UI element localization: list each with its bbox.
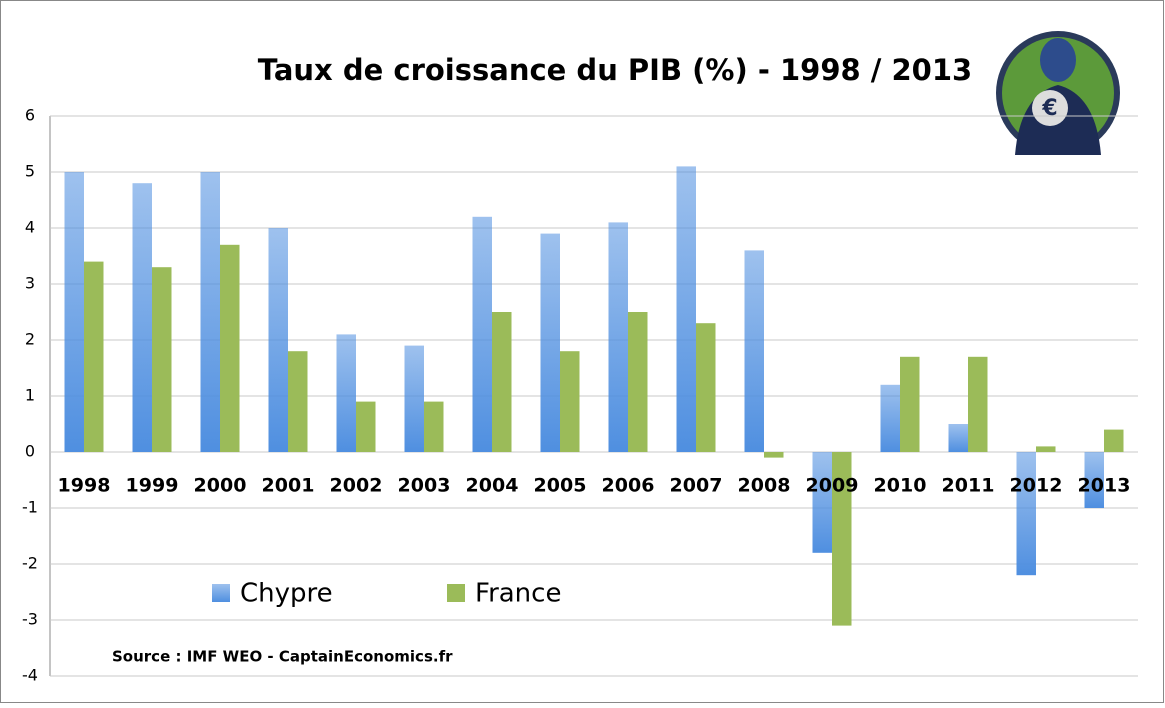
bar <box>220 244 240 452</box>
x-tick-label: 2009 <box>806 475 859 497</box>
bar <box>64 172 84 452</box>
bar <box>676 166 696 452</box>
y-tick-label: -4 <box>22 666 38 685</box>
x-tick-label: 2000 <box>194 475 247 497</box>
bar <box>608 222 628 452</box>
y-tick-label: 4 <box>25 218 35 237</box>
bar <box>812 452 832 553</box>
y-tick-label: 3 <box>25 274 35 293</box>
source-note: Source : IMF WEO - CaptainEconomics.fr <box>112 648 453 666</box>
logo: € <box>996 31 1120 155</box>
x-tick-label: 1998 <box>58 475 111 497</box>
bar <box>880 384 900 452</box>
x-tick-label: 1999 <box>126 475 179 497</box>
y-tick-label: 2 <box>25 330 35 349</box>
legend-label: Chypre <box>240 579 333 609</box>
bar <box>832 452 852 626</box>
bar <box>84 261 104 452</box>
bar <box>1016 452 1036 576</box>
x-tick-label: 2004 <box>466 475 519 497</box>
x-tick-label: 2010 <box>874 475 927 497</box>
x-tick-label: 2011 <box>942 475 995 497</box>
legend-swatch <box>447 584 465 602</box>
bar <box>744 250 764 452</box>
bar <box>948 424 968 452</box>
x-tick-label: 2001 <box>262 475 315 497</box>
bar <box>1084 452 1104 508</box>
bar <box>424 401 444 452</box>
bar <box>268 228 288 452</box>
svg-text:€: € <box>1041 96 1057 121</box>
bar <box>336 334 356 452</box>
bar <box>900 356 920 452</box>
y-tick-label: 5 <box>25 162 35 181</box>
bar <box>1104 429 1124 452</box>
bar <box>200 172 220 452</box>
x-tick-label: 2006 <box>602 475 655 497</box>
bar <box>540 233 560 452</box>
x-tick-label: 2005 <box>534 475 587 497</box>
y-tick-label: -3 <box>22 610 38 629</box>
x-tick-label: 2002 <box>330 475 383 497</box>
x-tick-label: 2008 <box>738 475 791 497</box>
legend-swatch <box>212 584 230 602</box>
bar <box>404 345 424 452</box>
x-tick-label: 2012 <box>1010 475 1063 497</box>
chart-title: Taux de croissance du PIB (%) - 1998 / 2… <box>258 53 972 87</box>
bar <box>132 183 152 452</box>
bar <box>492 312 512 452</box>
y-tick-label: -2 <box>22 554 38 573</box>
bar <box>152 267 172 452</box>
bar <box>696 323 716 452</box>
bar <box>1036 446 1056 452</box>
bar <box>560 351 580 452</box>
y-tick-label: 6 <box>25 106 35 125</box>
y-tick-label: -1 <box>22 498 38 517</box>
x-tick-label: 2007 <box>670 475 723 497</box>
bar <box>472 216 492 452</box>
bar <box>356 401 376 452</box>
y-tick-label: 1 <box>25 386 35 405</box>
legend-label: France <box>475 579 561 609</box>
x-tick-label: 2013 <box>1078 475 1131 497</box>
x-tick-label: 2003 <box>398 475 451 497</box>
y-tick-label: 0 <box>25 442 35 461</box>
bar <box>288 351 308 452</box>
bar <box>628 312 648 452</box>
bar <box>764 452 784 458</box>
bar <box>968 356 988 452</box>
